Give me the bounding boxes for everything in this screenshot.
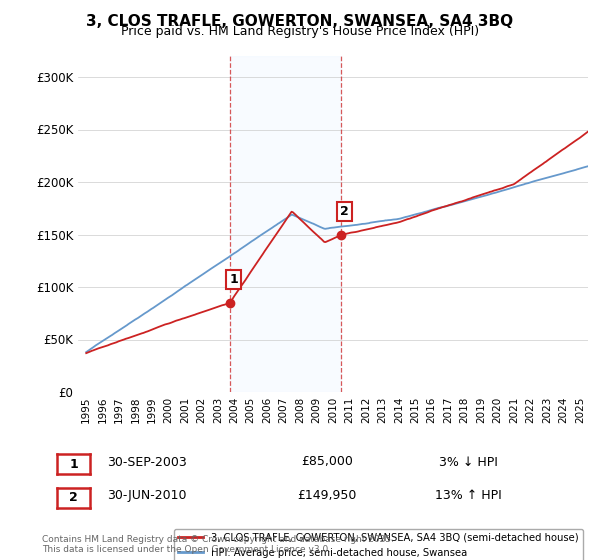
Text: Price paid vs. HM Land Registry's House Price Index (HPI): Price paid vs. HM Land Registry's House …: [121, 25, 479, 38]
Legend: 3, CLOS TRAFLE, GOWERTON, SWANSEA, SA4 3BQ (semi-detached house), HPI: Average p: 3, CLOS TRAFLE, GOWERTON, SWANSEA, SA4 3…: [175, 529, 583, 560]
Text: 30-JUN-2010: 30-JUN-2010: [107, 489, 187, 502]
Text: 3, CLOS TRAFLE, GOWERTON, SWANSEA, SA4 3BQ: 3, CLOS TRAFLE, GOWERTON, SWANSEA, SA4 3…: [86, 14, 514, 29]
Text: 1: 1: [229, 273, 238, 286]
Text: £85,000: £85,000: [301, 455, 353, 469]
Bar: [230, 56, 341, 392]
Text: 13% ↑ HPI: 13% ↑ HPI: [434, 489, 502, 502]
Text: £149,950: £149,950: [298, 489, 356, 502]
Text: 30-SEP-2003: 30-SEP-2003: [107, 455, 187, 469]
Text: 1: 1: [69, 458, 78, 471]
Text: Contains HM Land Registry data © Crown copyright and database right 2025.
This d: Contains HM Land Registry data © Crown c…: [42, 535, 394, 554]
Text: 2: 2: [340, 205, 349, 218]
Text: 3% ↓ HPI: 3% ↓ HPI: [439, 455, 497, 469]
Text: 2: 2: [69, 491, 78, 505]
